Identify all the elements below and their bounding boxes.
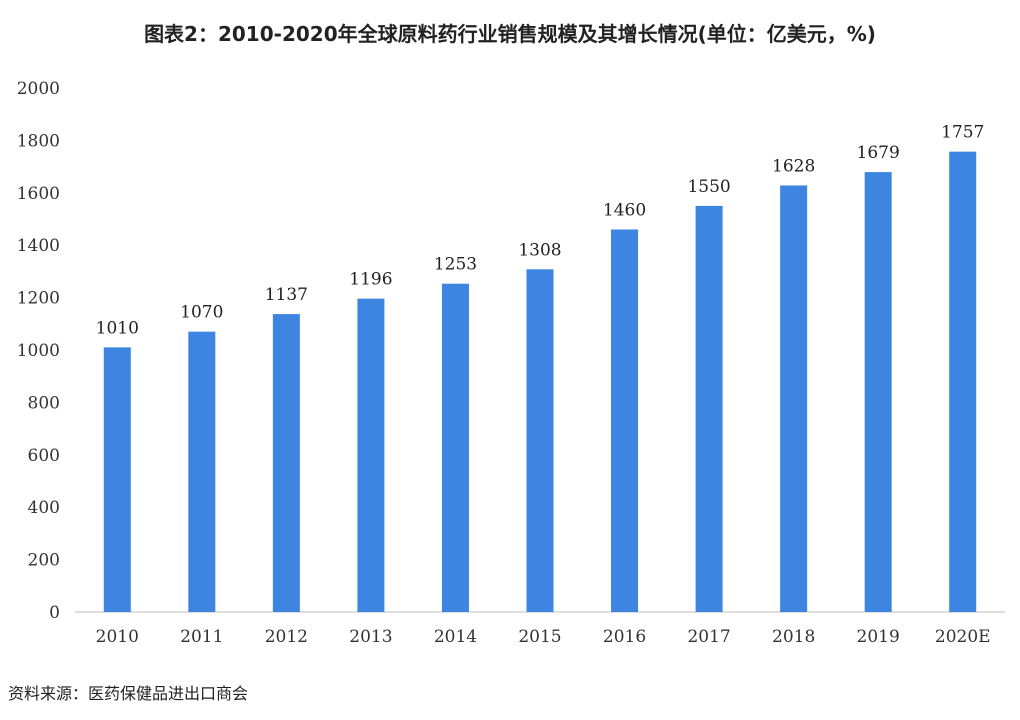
x-axis-ticks: 2010 2011 2012 2013 2014 2015 2016 2017 2018 2019… [96, 627, 991, 647]
y-tick-label: 0 [49, 603, 60, 623]
bar-2014 [441, 283, 469, 612]
x-tick-label-2016: 2016 [603, 627, 646, 647]
bar-2015 [526, 269, 554, 612]
bar-2012 [272, 314, 300, 612]
y-tick-label: 1600 [17, 184, 60, 204]
y-axis-ticks: 0 200 400 600 800 1000 1200 1400 1600 1800 2000 [17, 79, 60, 623]
bar-2017 [695, 205, 723, 612]
x-tick-label-2017: 2017 [687, 627, 730, 647]
bar-2019 [864, 172, 892, 612]
data-label-2019: 1679 [857, 143, 900, 163]
data-label-2018: 1628 [772, 156, 815, 176]
y-tick-label: 200 [28, 551, 60, 571]
data-label-2013: 1196 [349, 270, 392, 290]
bar-2011 [188, 331, 216, 612]
x-tick-label-2010: 2010 [96, 627, 139, 647]
bar-2020E [949, 151, 977, 612]
data-label-2015: 1308 [518, 240, 561, 260]
y-tick-label: 1000 [17, 341, 60, 361]
data-label-2017: 1550 [687, 177, 730, 197]
y-tick-label: 1800 [17, 131, 60, 151]
x-tick-label-2011: 2011 [180, 627, 223, 647]
x-tick-label-2015: 2015 [518, 627, 561, 647]
bar-2016 [611, 229, 639, 613]
data-label-2016: 1460 [603, 200, 646, 220]
bars-group [103, 151, 977, 613]
x-tick-label-2012: 2012 [265, 627, 308, 647]
y-tick-label: 1400 [17, 236, 60, 256]
x-tick-label-2013: 2013 [349, 627, 392, 647]
bar-chart: 0 200 400 600 800 1000 1200 1400 1600 1800 2000 10… [17, 79, 1005, 647]
x-tick-label-2018: 2018 [772, 627, 815, 647]
x-tick-label-2020E: 2020E [935, 627, 991, 647]
data-labels-group: 1010 1070 1137 1196 1253 1308 1460 1550 1628 1679… [96, 123, 985, 339]
x-tick-label-2014: 2014 [434, 627, 477, 647]
y-tick-label: 600 [28, 446, 60, 466]
bar-2013 [357, 298, 385, 612]
y-tick-label: 400 [28, 498, 60, 518]
y-tick-label: 2000 [17, 79, 60, 99]
source-note: 资料来源：医药保健品进出口商会 [8, 684, 249, 703]
bar-2018 [780, 185, 808, 612]
x-tick-label-2019: 2019 [857, 627, 900, 647]
data-label-2012: 1137 [265, 285, 308, 305]
data-label-2010: 1010 [96, 318, 139, 338]
y-tick-label: 1200 [17, 289, 60, 309]
data-label-2011: 1070 [180, 303, 223, 323]
data-label-2020E: 1757 [941, 123, 984, 143]
y-tick-label: 800 [28, 393, 60, 413]
data-label-2014: 1253 [434, 255, 477, 275]
bar-2010 [103, 347, 131, 612]
chart-title: 图表2：2010-2020年全球原料药行业销售规模及其增长情况(单位：亿美元，%… [144, 22, 876, 46]
